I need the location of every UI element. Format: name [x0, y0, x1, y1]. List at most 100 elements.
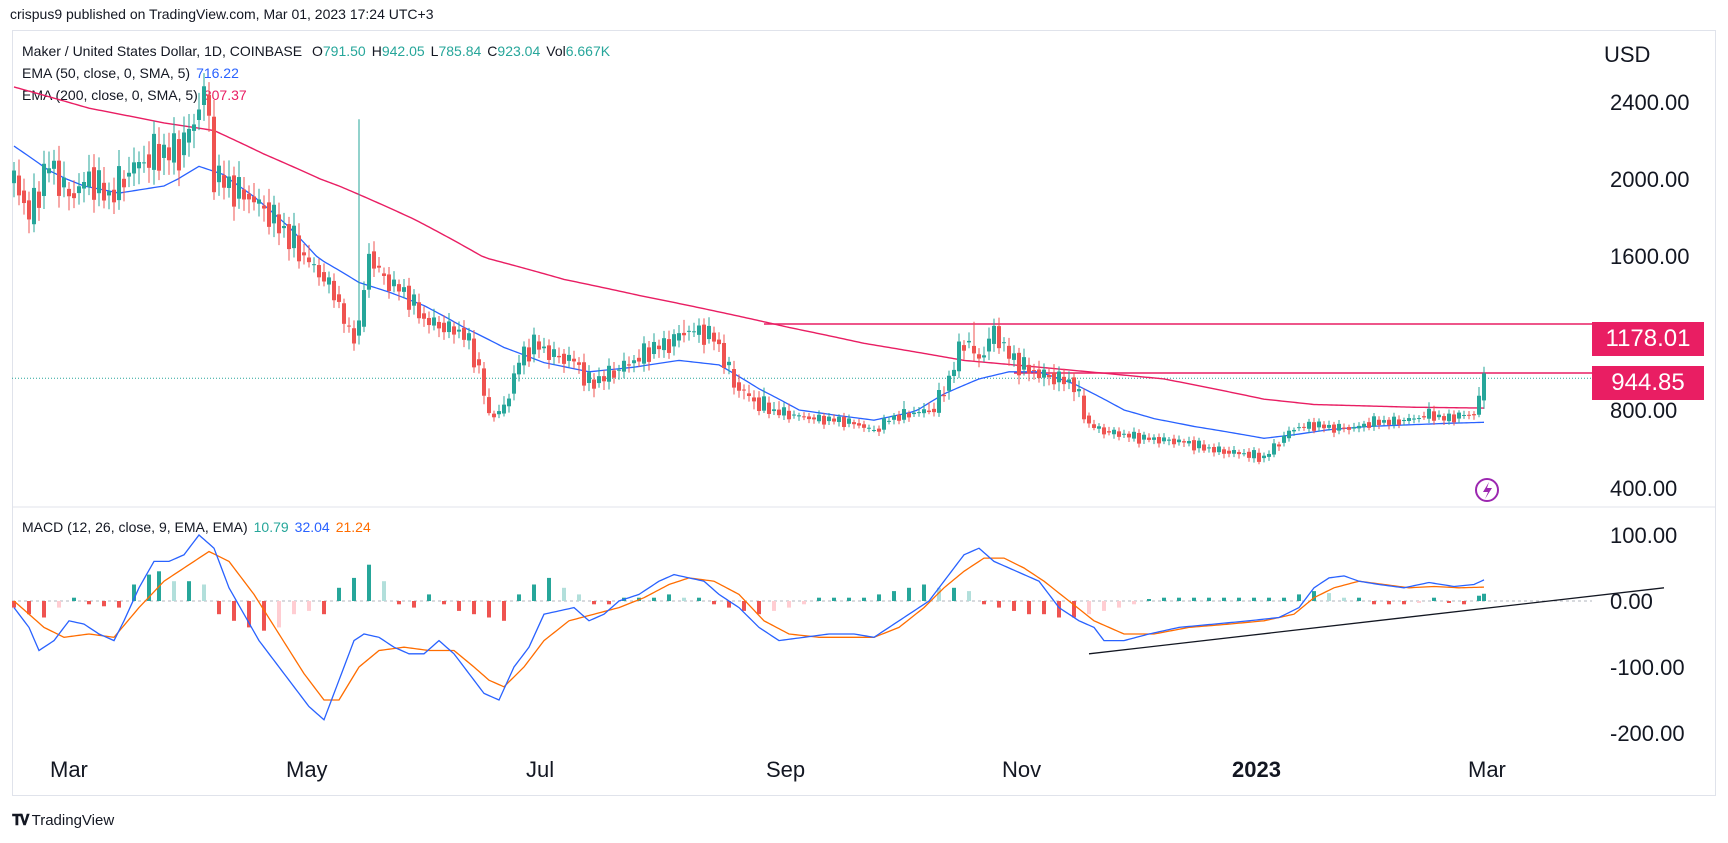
macd-legend[interactable]: MACD (12, 26, close, 9, EMA, EMA) 10.79 32…: [22, 518, 371, 536]
lightning-icon[interactable]: [1475, 478, 1499, 502]
candle-body: [1452, 414, 1456, 423]
candle-body: [392, 279, 396, 287]
candle-body: [1482, 373, 1486, 401]
candle-body: [857, 423, 861, 426]
macd-histogram-bar: [457, 601, 461, 611]
tradingview-logo[interactable]: 𝐓𝐕 TradingView: [12, 812, 114, 829]
candle-body: [1397, 419, 1401, 425]
ema50-legend[interactable]: EMA (50, close, 0, SMA, 5) 716.22: [22, 64, 239, 82]
candle-body: [1222, 449, 1226, 454]
candle-body: [1412, 418, 1416, 420]
candle-body: [697, 325, 701, 335]
macd-histogram-bar: [1482, 593, 1486, 601]
candle-body: [982, 355, 986, 358]
candle-body: [72, 193, 76, 199]
candle-body: [417, 302, 421, 319]
candle-body: [1192, 440, 1196, 451]
macd-signal-line: [13, 550, 1485, 701]
candle-body: [267, 202, 271, 227]
ohlc-l: L785.84: [430, 43, 482, 59]
candle-body: [1122, 433, 1126, 435]
candle-body: [97, 170, 101, 194]
macd-histogram-bar: [862, 597, 866, 601]
candle-body: [207, 94, 211, 116]
candle-body: [1322, 424, 1326, 429]
macd-histogram-bar: [292, 601, 296, 615]
candle-body: [1112, 429, 1116, 435]
candle-body: [817, 414, 821, 422]
candle-body: [1032, 369, 1036, 372]
price-tick: 1600.00: [1610, 244, 1690, 269]
candle-body: [1117, 431, 1121, 437]
symbol-legend: Maker / United States Dollar, 1D, COINBA…: [22, 42, 610, 60]
macd-histogram-bar: [217, 601, 221, 615]
macd-histogram-bar: [1312, 591, 1316, 601]
candle-body: [242, 189, 246, 200]
macd-histogram-bar: [12, 601, 16, 608]
macd-tick: -200.00: [1610, 721, 1685, 746]
chart-frame: [12, 30, 1716, 796]
candle-body: [762, 396, 766, 411]
candle-body: [92, 167, 96, 200]
ema50-label: EMA (50, close, 0, SMA, 5): [22, 65, 191, 81]
candle-body: [1357, 425, 1361, 429]
candle-body: [1182, 441, 1186, 443]
price-label-944: 944.85: [1592, 366, 1704, 400]
candle-body: [1387, 419, 1391, 425]
candle-body: [52, 160, 56, 169]
candle-body: [552, 349, 556, 357]
candle-body: [557, 355, 561, 358]
macd-histogram-bar: [1072, 601, 1076, 618]
candle-body: [147, 154, 151, 168]
candle-body: [822, 415, 826, 425]
candle-body: [927, 410, 931, 413]
candle-body: [1432, 411, 1436, 421]
candle-body: [867, 427, 871, 429]
x-tick-jul: Jul: [526, 757, 555, 782]
candle-body: [302, 252, 306, 256]
candle-body: [457, 329, 461, 332]
candle-body: [437, 321, 441, 329]
macd-histogram-bar: [1267, 597, 1271, 601]
candle-body: [772, 409, 776, 412]
candle-body: [562, 353, 566, 364]
ema200-legend[interactable]: EMA (200, close, 0, SMA, 5) 807.37: [22, 86, 247, 104]
candle-body: [537, 341, 541, 350]
candle-body: [807, 416, 811, 420]
candle-body: [582, 362, 586, 386]
candle-body: [122, 178, 126, 188]
candle-body: [1202, 444, 1206, 451]
candle-body: [142, 162, 146, 164]
candle-body: [362, 290, 366, 327]
candle-body: [212, 116, 216, 193]
candle-body: [1447, 413, 1451, 422]
macd-histogram-bar: [1237, 597, 1241, 601]
candle-body: [637, 357, 641, 362]
macd-histogram-bar: [1462, 601, 1466, 605]
macd-histogram-bar: [787, 601, 791, 608]
macd-histogram-bar: [1222, 597, 1226, 601]
macd-histogram-bar: [607, 601, 611, 605]
candle-body: [782, 407, 786, 416]
candle-body: [407, 285, 411, 310]
macd-histogram-bar: [907, 587, 911, 601]
candle-body: [472, 338, 476, 368]
candle-body: [722, 342, 726, 368]
candle-body: [752, 397, 756, 402]
macd-histogram-bar: [1042, 601, 1046, 615]
candle-body: [517, 362, 521, 375]
candle-body: [277, 214, 281, 234]
candle-body: [477, 359, 481, 366]
candle-body: [902, 409, 906, 420]
candle-body: [447, 321, 451, 333]
candle-body: [1042, 369, 1046, 378]
candle-body: [672, 334, 676, 347]
ema200-label: EMA (200, close, 0, SMA, 5): [22, 87, 198, 103]
macd-histogram-bar: [277, 601, 281, 628]
candle-body: [272, 204, 276, 224]
candle-body: [507, 398, 511, 407]
candle-body: [357, 320, 361, 336]
macd-histogram-bar: [487, 601, 491, 618]
candle-body: [1437, 414, 1441, 418]
